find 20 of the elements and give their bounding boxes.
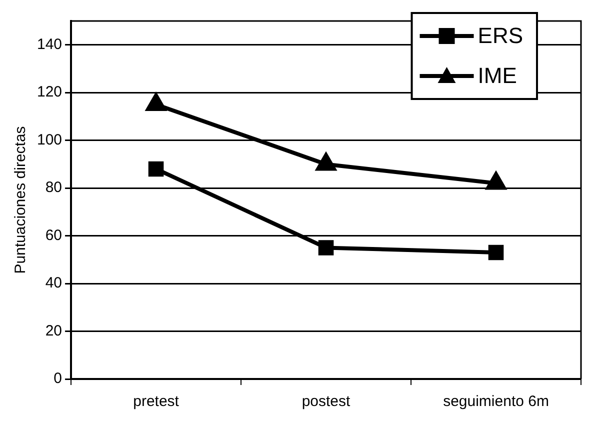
y-tick-label: 20 [45,322,62,340]
y-tick-label: 140 [36,36,62,54]
y-tick-label: 60 [45,226,62,244]
y-tick-label: 0 [54,370,62,388]
point [318,240,334,256]
y-tick-label: 80 [45,179,62,196]
point [316,153,336,171]
legend-label: IME [478,63,517,88]
y-axis-title: Puntuaciones directas [12,126,30,274]
y-tick-label: 120 [36,84,62,101]
x-tick-label: pretest [133,393,180,410]
legend-label: ERS [478,23,524,48]
point [488,244,504,260]
point [148,161,164,177]
x-tick-label: seguimiento 6m [443,393,549,410]
point [146,94,166,112]
y-tick-label: 100 [36,131,62,148]
y-tick-label: 40 [45,274,62,292]
x-tick-label: postest [302,393,352,410]
point [486,172,506,190]
